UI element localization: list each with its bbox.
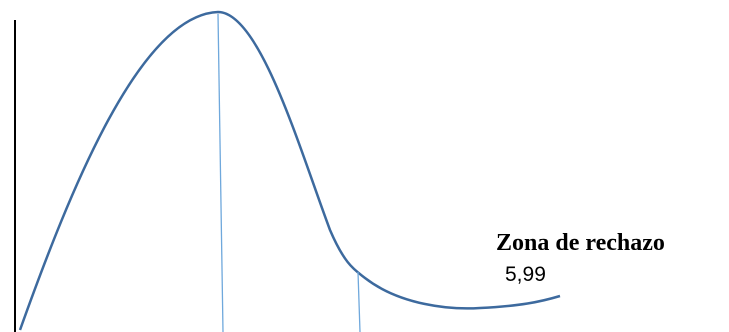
- distribution-curve: [18, 10, 561, 331]
- critical-value-line: [357, 271, 361, 332]
- rejection-zone-label: Zona de rechazo: [496, 230, 665, 256]
- critical-value-label: 5,99: [505, 263, 546, 286]
- peak-marker-line: [217, 13, 224, 332]
